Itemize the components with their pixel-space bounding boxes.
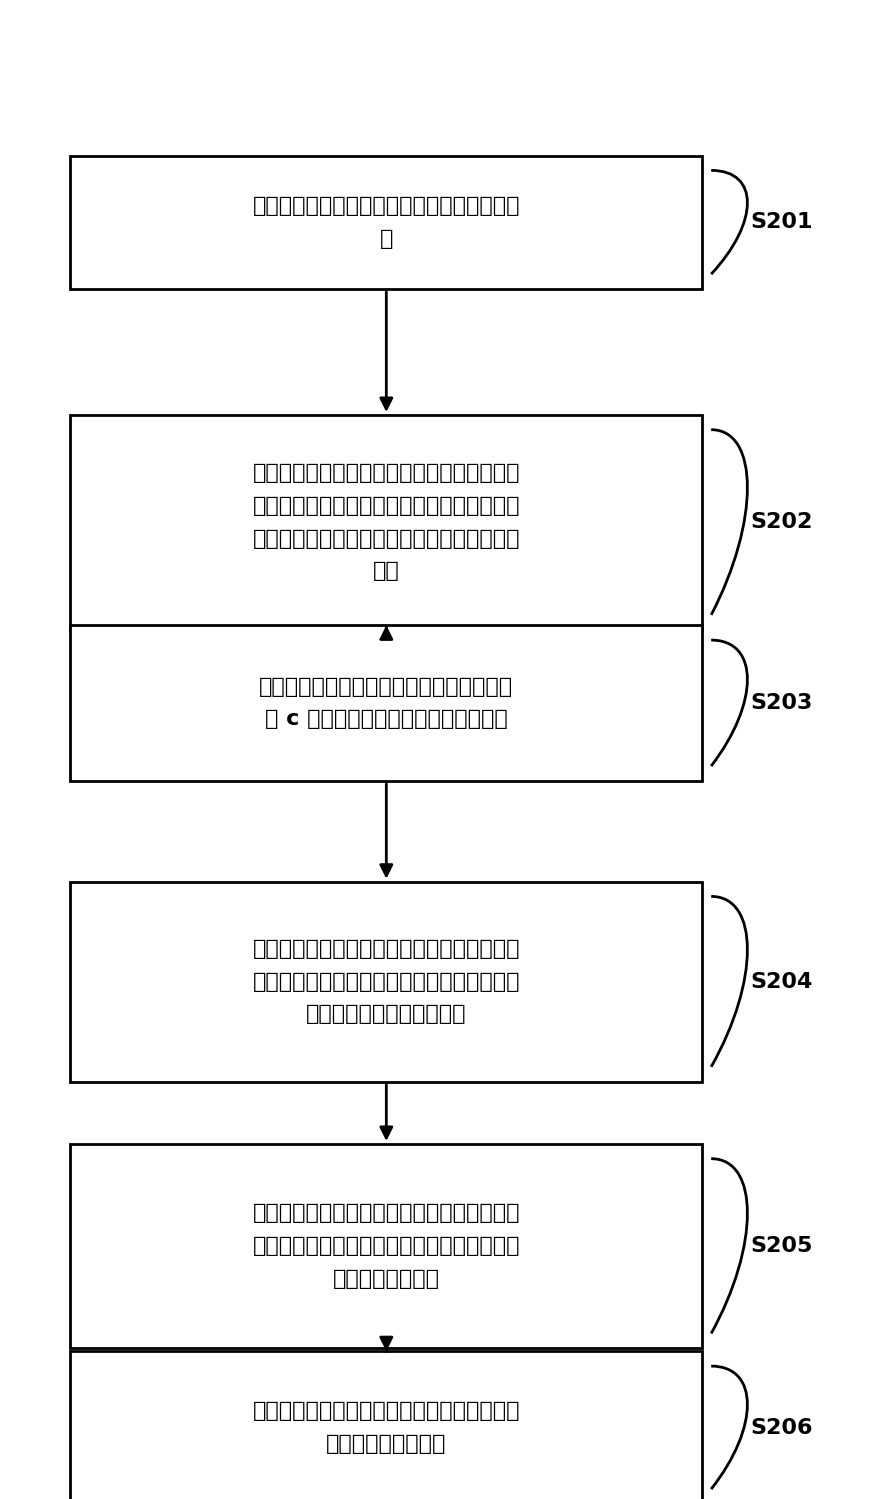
- Text: 根据当前单元体的状态表索引，找出与等值面
相交的单元体棱边，并采用线性插值的方法，
计算出各个交点的位置坐标: 根据当前单元体的状态表索引，找出与等值面 相交的单元体棱边，并采用线性插值的方法…: [253, 938, 519, 1024]
- Text: S202: S202: [749, 513, 812, 532]
- Text: S204: S204: [749, 971, 812, 992]
- FancyBboxPatch shape: [70, 625, 702, 781]
- Text: 将原始数据经过预处理之后，读入指定的数组
中: 将原始数据经过预处理之后，读入指定的数组 中: [253, 196, 519, 249]
- FancyBboxPatch shape: [70, 1144, 702, 1348]
- FancyBboxPatch shape: [70, 415, 702, 630]
- Text: 利用中心差分法，求出当前单元体中顶点的法
向量，再采用线性插值的方法，得到三角面片
各个顶点的法向量: 利用中心差分法，求出当前单元体中顶点的法 向量，再采用线性插值的方法，得到三角面…: [253, 1204, 519, 1289]
- FancyBboxPatch shape: [70, 156, 702, 289]
- FancyBboxPatch shape: [70, 1351, 702, 1499]
- Text: S206: S206: [749, 1418, 812, 1438]
- Text: S201: S201: [749, 213, 812, 232]
- FancyBboxPatch shape: [70, 881, 702, 1082]
- Text: 根据各个三角面片顶点的坐标，顶点法向量进
行等值面图象的绘制: 根据各个三角面片顶点的坐标，顶点法向量进 行等值面图象的绘制: [253, 1402, 519, 1454]
- Text: S205: S205: [749, 1237, 812, 1256]
- Text: 从网格数据体中提取一个单元体，成为当前单
元体，同时获取该单元体的所有信息，其信息
包括边界的顶点函数值、和单元体的点云坐标
位置: 从网格数据体中提取一个单元体，成为当前单 元体，同时获取该单元体的所有信息，其信…: [253, 463, 519, 582]
- Text: S203: S203: [749, 693, 812, 714]
- Text: 将当前单元体中顶点的函数值与给定等值面
值 c 进行比较，得出该单元体的状态表: 将当前单元体中顶点的函数值与给定等值面 值 c 进行比较，得出该单元体的状态表: [259, 676, 513, 730]
